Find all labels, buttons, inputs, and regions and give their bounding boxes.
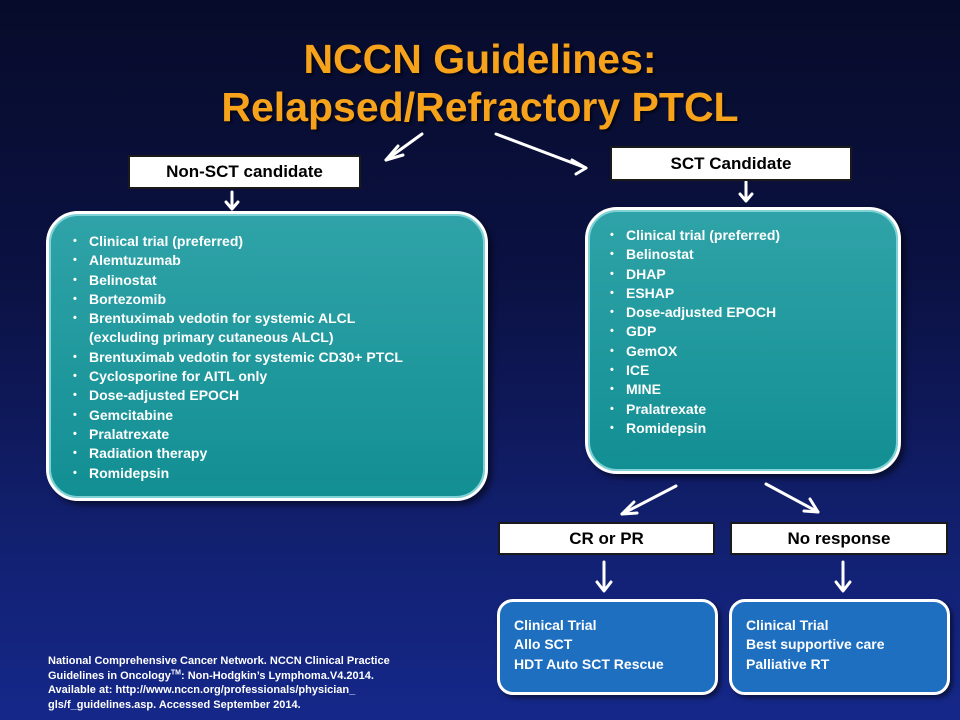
arrow-down-icon <box>224 190 240 211</box>
cr-or-pr-label: CR or PR <box>498 522 715 555</box>
citation-line: Available at: http://www.nccn.org/profes… <box>48 684 356 696</box>
arrow-diagonal-left-icon <box>620 484 678 516</box>
arrow-down-icon <box>834 560 852 593</box>
citation: National Comprehensive Cancer Network. N… <box>48 654 488 712</box>
no-response-options-box: Clinical Trial Best supportive care Pall… <box>729 599 950 695</box>
list-item: HDT Auto SCT Rescue <box>514 655 664 672</box>
list-item: Gemcitabine <box>73 406 485 426</box>
list-item: Clinical Trial <box>514 617 597 633</box>
list-item: GemOX <box>610 342 898 362</box>
no-response-label: No response <box>730 522 948 555</box>
citation-line: Guidelines in OncologyTM: Non-Hodgkin’s … <box>48 669 488 684</box>
arrow-down-icon <box>595 560 613 593</box>
split-arrow <box>384 132 588 176</box>
list-item: ICE <box>610 361 898 381</box>
list-item: Brentuximab vedotin for systemic CD30+ P… <box>73 348 485 368</box>
sct-candidate-label: SCT Candidate <box>610 146 852 181</box>
list-item: Allo SCT <box>514 636 573 653</box>
list-item: Pralatrexate <box>610 400 898 420</box>
list-item: Pralatrexate <box>73 425 485 445</box>
list-item: Dose-adjusted EPOCH <box>610 303 898 323</box>
list-item: Cyclosporine for AITL only <box>73 367 485 387</box>
page-title-line-2: Relapsed/Refractory PTCL <box>221 84 739 130</box>
citation-text: Guidelines in Oncology <box>48 669 171 682</box>
response-options-box: Clinical Trial Allo SCT HDT Auto SCT Res… <box>497 599 718 695</box>
citation-line: National Comprehensive Cancer Network. N… <box>48 655 390 667</box>
list-item: Clinical trial (preferred) <box>73 232 485 252</box>
list-item: Brentuximab vedotin for systemic ALCL <box>73 309 485 329</box>
list-item: Radiation therapy <box>73 444 485 464</box>
list-item: Belinostat <box>610 245 898 265</box>
trademark-superscript: TM <box>170 668 181 676</box>
citation-text: : Non-Hodgkin’s Lymphoma.V4.2014. <box>180 669 374 682</box>
list-item: Alemtuzumab <box>73 251 485 271</box>
list-item: Bortezomib <box>73 290 485 310</box>
list-item: Dose-adjusted EPOCH <box>73 386 485 406</box>
list-item: DHAP <box>610 265 898 285</box>
citation-line: gls/f_guidelines.asp. Accessed September… <box>48 698 301 711</box>
list-item: Romidepsin <box>73 464 485 484</box>
sct-options-box: Clinical trial (preferred) Belinostat DH… <box>585 207 901 474</box>
non-sct-candidate-label: Non-SCT candidate <box>128 155 361 189</box>
list-item: GDP <box>610 322 898 342</box>
list-item: Romidepsin <box>610 419 898 439</box>
list-item-continuation: (excluding primary cutaneous ALCL) <box>89 329 334 346</box>
page-title-line-1: NCCN Guidelines: <box>303 36 657 82</box>
list-item: Clinical Trial <box>746 617 829 633</box>
non-sct-options-box: Clinical trial (preferred) Alemtuzumab B… <box>46 211 488 501</box>
list-item: Clinical trial (preferred) <box>610 226 898 246</box>
list-item: MINE <box>610 380 898 400</box>
list-item: Belinostat <box>73 271 485 291</box>
arrow-down-icon <box>738 180 754 203</box>
list-item: ESHAP <box>610 284 898 304</box>
arrow-diagonal-right-icon <box>764 482 820 514</box>
list-item: Best supportive care <box>746 636 885 653</box>
list-item: Palliative RT <box>746 655 830 672</box>
